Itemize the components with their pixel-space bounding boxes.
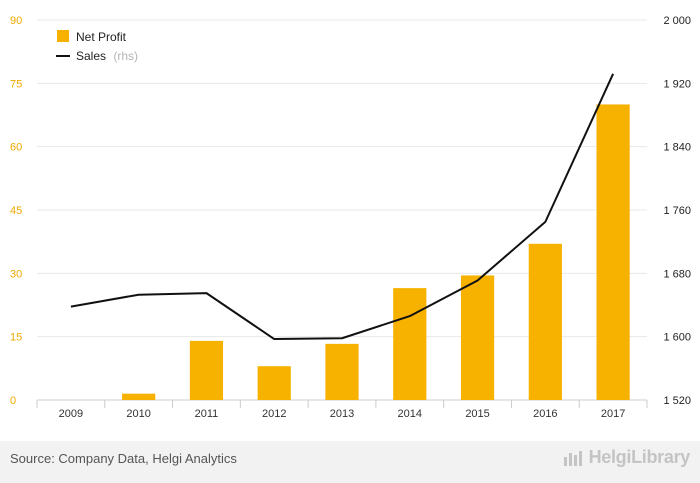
line-series [70, 73, 615, 341]
x-tick-label: 2017 [601, 408, 625, 420]
bar-net-profit [528, 243, 562, 400]
left-tick-label: 90 [10, 15, 22, 27]
source-text: Source: Company Data, Helgi Analytics [10, 451, 237, 466]
library-icon [563, 451, 582, 467]
bar-series [122, 104, 630, 400]
legend: Net Profit Sales (rhs) [56, 30, 138, 63]
bar-net-profit [596, 104, 630, 400]
left-tick-label: 15 [10, 332, 22, 344]
brand-text: HelgiLibrary [588, 447, 691, 467]
right-tick-label: 1 520 [663, 395, 691, 407]
left-tick-label: 75 [10, 78, 22, 90]
footer: Source: Company Data, Helgi Analytics He… [0, 441, 700, 483]
bar-net-profit [460, 275, 495, 400]
left-tick-label: 30 [10, 268, 22, 280]
left-axis: 0 15 30 45 60 75 90 [10, 15, 22, 407]
x-tick-label: 2012 [262, 408, 286, 420]
left-tick-label: 45 [10, 205, 22, 217]
right-axis: 1 520 1 600 1 680 1 760 1 840 1 920 2 000 [663, 15, 691, 407]
x-tick-label: 2016 [533, 408, 557, 420]
x-tick-label: 2014 [398, 408, 422, 420]
bar-net-profit [325, 343, 359, 400]
x-tick-label: 2009 [59, 408, 83, 420]
brand-logo[interactable]: HelgiLibrary [563, 447, 690, 468]
x-tick-label: 2010 [126, 408, 150, 420]
right-tick-label: 1 600 [663, 332, 691, 344]
left-tick-label: 0 [10, 395, 16, 407]
legend-sales-label: Sales [76, 49, 106, 63]
right-tick-label: 2 000 [663, 15, 691, 27]
legend-net-profit-label: Net Profit [76, 30, 127, 44]
x-tick-label: 2015 [465, 408, 489, 420]
x-tick-label: 2011 [195, 408, 219, 420]
bar-net-profit [257, 366, 291, 400]
x-axis: 2009 2010 2011 2012 2013 2014 2015 2016 2017 [36, 400, 648, 420]
right-tick-label: 1 840 [663, 142, 691, 154]
bar-net-profit [122, 393, 156, 400]
left-tick-label: 60 [10, 142, 22, 154]
legend-net-profit-swatch [57, 30, 69, 42]
x-tick-label: 2013 [330, 408, 354, 420]
legend-sales-suffix: (rhs) [113, 49, 138, 63]
right-tick-label: 1 920 [663, 78, 691, 90]
bar-net-profit [189, 340, 224, 400]
right-tick-label: 1 680 [663, 268, 691, 280]
bar-net-profit [393, 288, 427, 400]
svg-text:Sales (rhs): Sales (rhs) [76, 49, 138, 63]
right-tick-label: 1 760 [663, 205, 691, 217]
